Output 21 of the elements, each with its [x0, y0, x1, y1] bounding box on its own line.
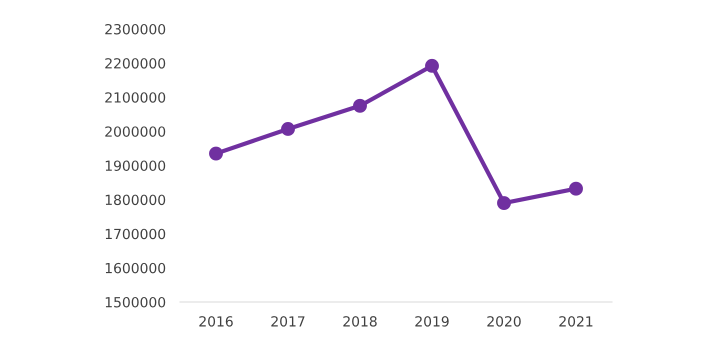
y-tick-label: 2100000 [105, 92, 166, 103]
point [497, 196, 511, 210]
y-tick-label: 2300000 [105, 24, 166, 34]
x-tick-label: 2017 [271, 316, 304, 327]
y-tick-label: 2000000 [105, 126, 166, 137]
point [353, 98, 367, 113]
point [569, 182, 583, 196]
x-tick-label: 2016 [199, 316, 233, 327]
y-tick-label: 1800000 [106, 194, 166, 206]
x-tick-label: 2021 [559, 316, 592, 327]
x-tick-label: 2020 [487, 316, 521, 327]
x-tick-label: 2018 [343, 316, 377, 327]
y-tick-label: 1700000 [106, 228, 166, 240]
y-tick-label: 1600000 [106, 262, 166, 274]
x-tick-label: 2019 [415, 316, 449, 327]
point [425, 58, 439, 73]
point [281, 122, 295, 136]
point [209, 146, 223, 160]
y-tick-label: 1500000 [106, 296, 166, 308]
y-tick-label: 2200000 [105, 58, 166, 69]
y-tick-label: 1900000 [106, 160, 166, 171]
